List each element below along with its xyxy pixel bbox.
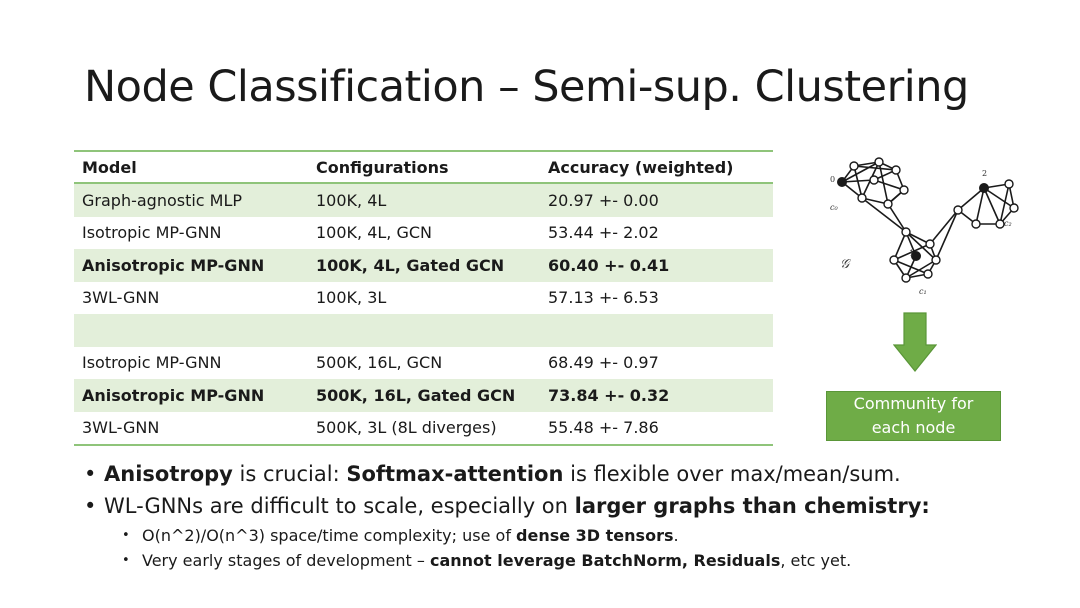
bullet-list: • Anisotropy is crucial: Softmax-attentio…: [84, 462, 984, 576]
cell-config: 100K, 4L: [308, 183, 540, 217]
cell-config: 100K, 4L, GCN: [316, 223, 433, 243]
table-row: Graph-agnostic MLP 100K, 4L 20.97 +- 0.0…: [74, 183, 773, 217]
cell-config: 500K, 3L (8L diverges): [316, 418, 497, 438]
cell-accuracy: 53.44 +- 2.02: [548, 223, 659, 243]
cell-accuracy: 20.97 +- 0.00: [540, 183, 773, 217]
labeled-nodes: [837, 177, 989, 261]
cell-config: 100K, 4L, Gated GCN: [308, 249, 540, 282]
table-row: 3WL-GNN 100K, 3L 57.13 +- 6.53: [74, 282, 773, 315]
graph-edges: [841, 161, 1015, 279]
header-accuracy: Accuracy (weighted): [540, 151, 773, 184]
community-output-text: Community for each node: [853, 394, 974, 437]
table-row: 3WL-GNN 500K, 3L (8L diverges) 55.48 +- …: [74, 412, 773, 446]
community-label-c2: c₂: [1004, 219, 1012, 228]
bullet-anisotropy: • Anisotropy is crucial: Softmax-attentio…: [84, 462, 901, 486]
table-header-row: Model Configurations Accuracy (weighted): [74, 151, 773, 184]
table-row: Anisotropic MP-GNN 500K, 16L, Gated GCN …: [74, 379, 773, 412]
community-label-c0: c₀: [830, 203, 838, 212]
graph-nodes: [849, 157, 1019, 283]
cell-accuracy: 73.84 +- 0.32: [540, 379, 773, 412]
bullet-wl-gnn-scaling: • WL-GNNs are difficult to scale, especia…: [84, 494, 930, 518]
cell-model: Isotropic MP-GNN: [82, 353, 222, 373]
cell-accuracy: 57.13 +- 6.53: [548, 288, 659, 308]
graph-labels: 0 2 1 c₀ c₂ c₁ 𝒢: [830, 169, 1012, 296]
community-label-c1: c₁: [919, 287, 927, 296]
table-row: Anisotropic MP-GNN 100K, 4L, Gated GCN 6…: [74, 249, 773, 282]
header-model: Model: [74, 151, 308, 184]
node-label-2: 2: [982, 169, 987, 178]
community-output-box: Community for each node: [826, 391, 1001, 441]
down-arrow-icon: [893, 312, 937, 372]
slide-title: Node Classification – Semi-sup. Clusteri…: [84, 62, 969, 112]
cell-accuracy: 60.40 +- 0.41: [540, 249, 773, 282]
cell-model: Isotropic MP-GNN: [82, 223, 222, 243]
sub-bullet-early-stage: • Very early stages of development – cann…: [122, 551, 852, 570]
graph-label: 𝒢: [840, 257, 852, 272]
cell-config: 500K, 16L, Gated GCN: [308, 379, 540, 412]
graph-illustration: 0 2 1 c₀ c₂ c₁ 𝒢: [830, 157, 1019, 296]
table-row: Isotropic MP-GNN 100K, 4L, GCN 53.44 +- …: [74, 217, 773, 250]
node-label-0: 0: [830, 175, 835, 184]
table-row-spacer: [74, 314, 773, 347]
node-label-1: 1: [909, 249, 914, 258]
cell-accuracy: 55.48 +- 7.86: [548, 418, 659, 438]
cell-model: Graph-agnostic MLP: [74, 183, 308, 217]
results-table: Model Configurations Accuracy (weighted)…: [74, 150, 773, 446]
cell-config: 500K, 16L, GCN: [316, 353, 443, 373]
table-row: Isotropic MP-GNN 500K, 16L, GCN 68.49 +-…: [74, 347, 773, 380]
cell-model: 3WL-GNN: [82, 288, 160, 308]
cell-model: 3WL-GNN: [82, 418, 160, 438]
header-configurations: Configurations: [308, 151, 540, 184]
sub-bullet-complexity: • O(n^2)/O(n^3) space/time complexity; us…: [122, 526, 679, 545]
cell-config: 100K, 3L: [316, 288, 387, 308]
cell-model: Anisotropic MP-GNN: [74, 379, 308, 412]
cell-accuracy: 68.49 +- 0.97: [548, 353, 659, 373]
cell-model: [74, 314, 308, 347]
cell-config: [308, 314, 540, 347]
cell-accuracy: [540, 314, 773, 347]
cell-model: Anisotropic MP-GNN: [74, 249, 308, 282]
